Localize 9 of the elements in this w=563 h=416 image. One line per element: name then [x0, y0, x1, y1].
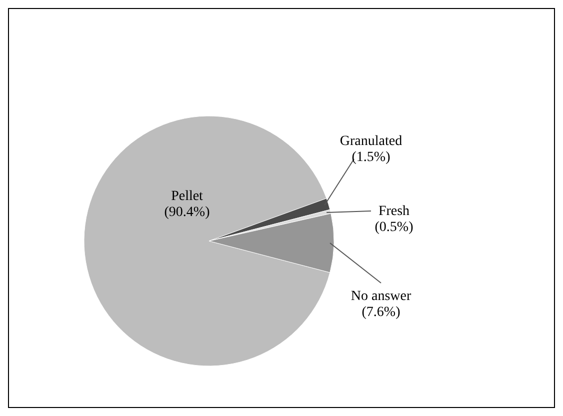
- data-label: (7.6%): [362, 305, 401, 320]
- pie-slice: [84, 116, 330, 366]
- slice-label: Fresh: [378, 204, 410, 219]
- data-label: (0.5%): [374, 220, 414, 235]
- data-label: (1.5%): [352, 150, 391, 165]
- slice-label: Granulated: [340, 134, 402, 149]
- data-label: (90.4%): [164, 205, 210, 220]
- slice-label: Pellet: [171, 189, 204, 204]
- slice-label: No answer: [350, 289, 412, 304]
